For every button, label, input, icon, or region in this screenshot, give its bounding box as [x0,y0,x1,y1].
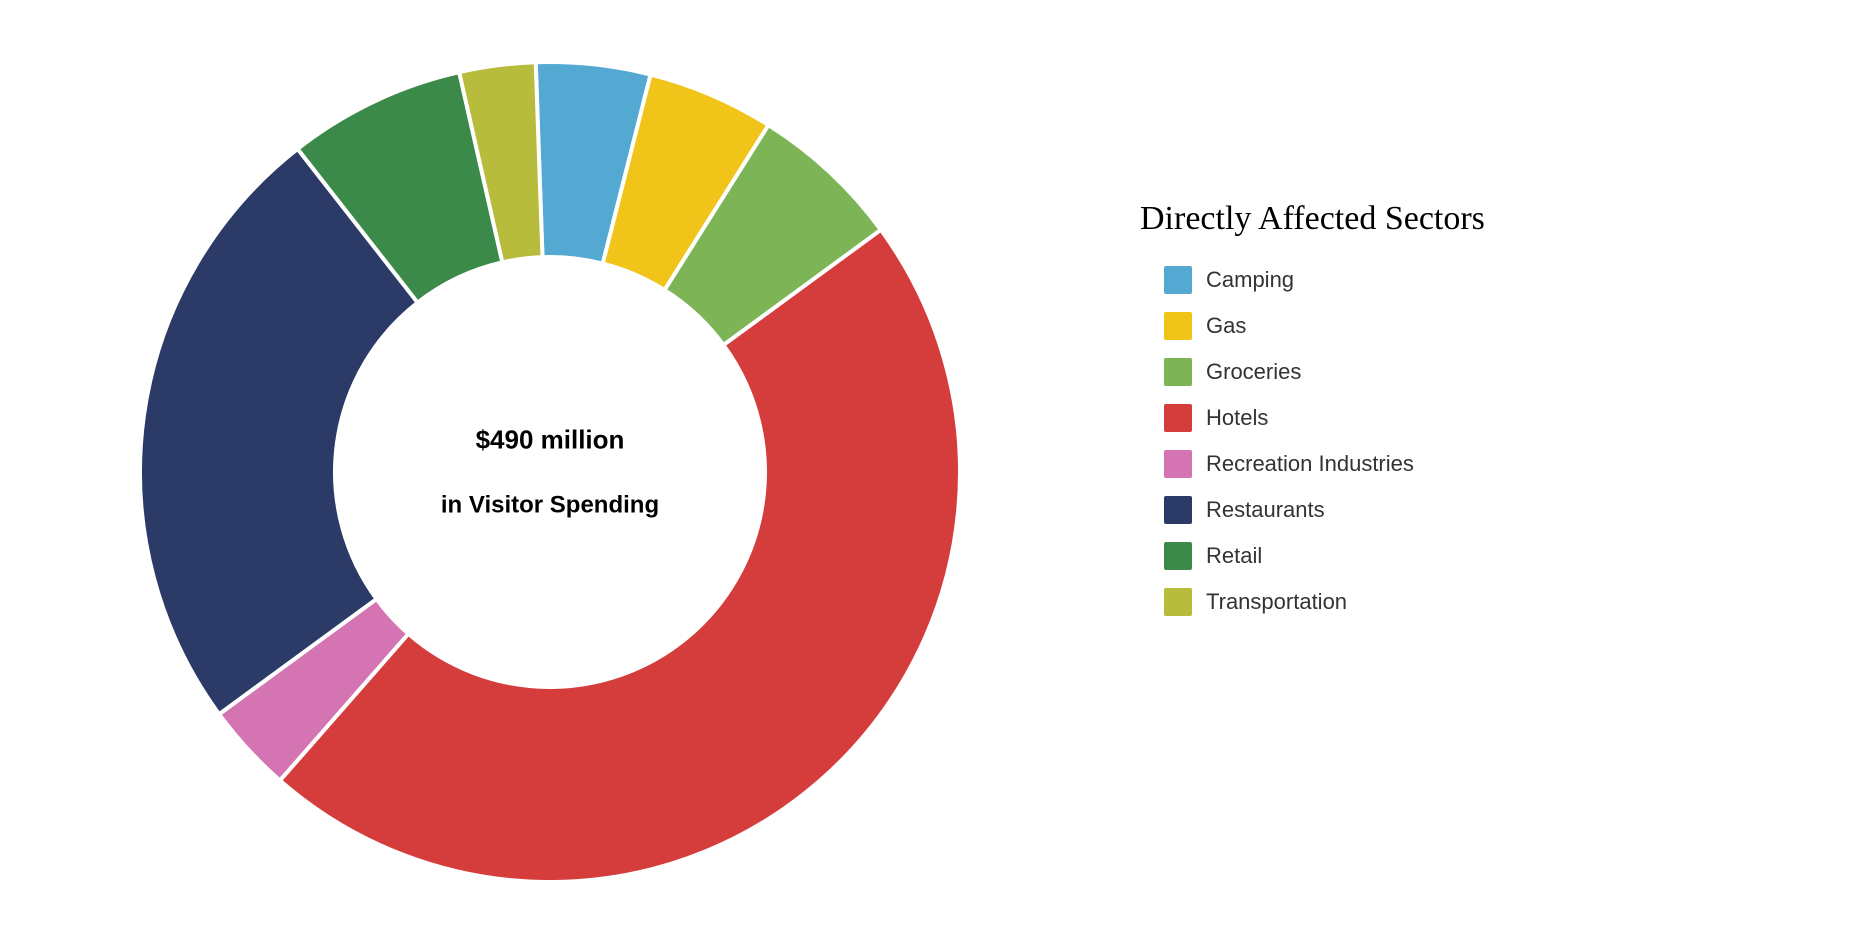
legend-item: Retail [1164,542,1720,570]
legend-area: Directly Affected Sectors Camping Gas Groc… [1100,200,1720,634]
legend-swatch [1164,496,1192,524]
donut-chart-area: $490 million in Visitor Spending [0,0,1100,944]
center-text-line2: in Visitor Spending [360,492,740,520]
legend-swatch [1164,358,1192,386]
legend-label: Recreation Industries [1206,451,1414,477]
legend-item: Hotels [1164,404,1720,432]
donut-center-text: $490 million in Visitor Spending [360,425,740,520]
center-text-line1: $490 million [360,425,740,456]
legend-swatch [1164,588,1192,616]
legend-label: Gas [1206,313,1246,339]
legend-swatch [1164,312,1192,340]
legend-item: Gas [1164,312,1720,340]
legend-swatch [1164,266,1192,294]
legend-title: Directly Affected Sectors [1140,200,1720,238]
legend-label: Transportation [1206,589,1347,615]
legend-item: Groceries [1164,358,1720,386]
legend-item: Camping [1164,266,1720,294]
legend-label: Hotels [1206,405,1268,431]
legend-label: Retail [1206,543,1262,569]
legend-item: Recreation Industries [1164,450,1720,478]
legend-label: Camping [1206,267,1294,293]
legend-item: Transportation [1164,588,1720,616]
legend-swatch [1164,404,1192,432]
legend-list: Camping Gas Groceries Hotels Recreation Indu… [1140,266,1720,616]
legend-label: Groceries [1206,359,1301,385]
legend-swatch [1164,450,1192,478]
legend-swatch [1164,542,1192,570]
legend-item: Restaurants [1164,496,1720,524]
legend-label: Restaurants [1206,497,1325,523]
